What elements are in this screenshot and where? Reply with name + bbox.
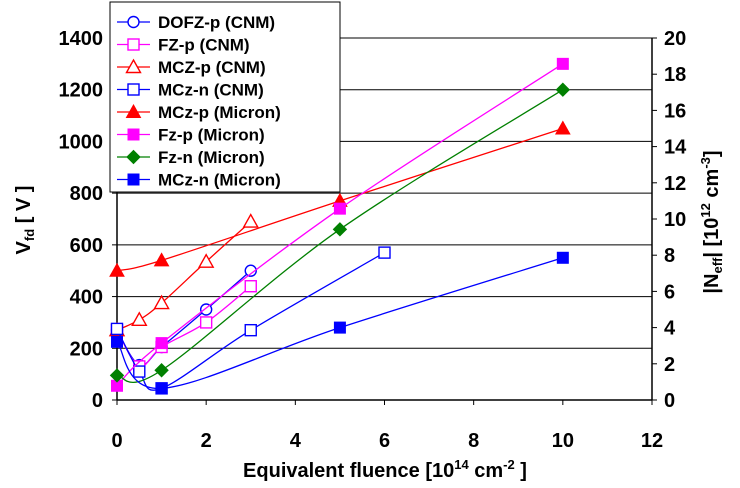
data-point bbox=[153, 252, 170, 267]
y2-tick-label: 8 bbox=[664, 245, 675, 267]
legend-label: MCz-n (Micron) bbox=[158, 171, 281, 190]
data-point bbox=[154, 363, 169, 378]
y-tick-label: 1000 bbox=[59, 131, 104, 153]
legend-label: DOFZ-p (CNM) bbox=[158, 13, 275, 32]
legend-marker bbox=[127, 15, 140, 29]
y2-tick-label: 16 bbox=[664, 100, 686, 122]
series-6 bbox=[109, 82, 571, 383]
y2-tick-label: 6 bbox=[664, 281, 675, 303]
legend-marker bbox=[127, 173, 140, 186]
legend-label: Fz-n (Micron) bbox=[158, 148, 265, 167]
y2-axis-title: |Neff| [1012 cm-3] bbox=[698, 150, 725, 293]
data-point bbox=[109, 262, 125, 277]
x-tick-label: 4 bbox=[290, 430, 302, 452]
data-point bbox=[333, 202, 346, 215]
series-5 bbox=[111, 57, 569, 392]
data-point bbox=[111, 335, 123, 348]
data-point bbox=[110, 322, 124, 336]
data-point bbox=[155, 337, 168, 350]
data-point bbox=[332, 222, 348, 237]
y2-tick-label: 4 bbox=[664, 318, 676, 340]
y2-tick-label: 2 bbox=[664, 354, 675, 376]
data-point bbox=[378, 246, 391, 259]
data-point bbox=[244, 323, 257, 337]
legend-marker bbox=[126, 149, 141, 165]
data-point bbox=[109, 368, 125, 383]
data-point bbox=[131, 311, 148, 327]
y2-tick-label: 0 bbox=[664, 390, 675, 412]
data-point bbox=[133, 365, 146, 378]
data-point bbox=[199, 303, 213, 316]
y-tick-label: 200 bbox=[70, 338, 103, 360]
data-point bbox=[554, 120, 571, 135]
series-layer bbox=[108, 57, 571, 395]
y2-tick-label: 10 bbox=[664, 209, 686, 231]
x-axis-title: Equivalent fluence [1014 cm-2 ] bbox=[243, 457, 527, 482]
data-point bbox=[155, 382, 168, 395]
y-tick-label: 600 bbox=[70, 235, 103, 257]
y2-tick-label: 20 bbox=[664, 28, 686, 50]
data-point bbox=[556, 57, 569, 70]
y-tick-label: 800 bbox=[70, 183, 103, 205]
series-line bbox=[116, 89, 564, 383]
legend-marker bbox=[125, 58, 142, 74]
x-tick-label: 12 bbox=[641, 430, 663, 452]
y-axis-title: Vfd [ V ] bbox=[13, 186, 37, 255]
series-7 bbox=[111, 251, 569, 395]
y-tick-label: 400 bbox=[70, 287, 103, 309]
y2-tick-label: 14 bbox=[664, 137, 687, 159]
data-point bbox=[197, 253, 215, 268]
data-point bbox=[242, 213, 259, 228]
series-line bbox=[116, 257, 564, 390]
legend-marker bbox=[125, 103, 142, 118]
x-tick-label: 2 bbox=[201, 430, 212, 452]
data-point bbox=[555, 82, 571, 97]
y-tick-label: 1400 bbox=[59, 28, 104, 50]
series-line bbox=[116, 127, 564, 272]
x-tick-label: 10 bbox=[552, 430, 574, 452]
legend: DOFZ-p (CNM) FZ-p (CNM) MCZ-p (CNM) MCz-n (… bbox=[109, 1, 341, 193]
data-point bbox=[556, 251, 569, 264]
y-tick-label: 1200 bbox=[59, 80, 104, 102]
x-tick-label: 6 bbox=[379, 430, 390, 452]
data-point bbox=[244, 280, 257, 293]
data-point bbox=[199, 316, 213, 329]
series-line bbox=[116, 63, 564, 387]
legend-label: MCz-n (CNM) bbox=[158, 81, 264, 100]
data-point bbox=[333, 321, 346, 334]
legend-marker bbox=[127, 83, 140, 96]
legend-marker bbox=[127, 128, 140, 141]
x-tick-label: 8 bbox=[468, 430, 479, 452]
legend-label: MCZ-p (CNM) bbox=[158, 58, 266, 77]
tick-labels: 0200400600800100012001400024681012141618… bbox=[59, 28, 688, 452]
legend-label: MCz-p (Micron) bbox=[158, 103, 281, 122]
legend-label: Fz-p (Micron) bbox=[158, 126, 265, 145]
y2-tick-label: 18 bbox=[664, 64, 686, 86]
data-point bbox=[153, 294, 170, 310]
y-tick-label: 0 bbox=[92, 390, 103, 412]
x-tick-label: 0 bbox=[111, 430, 122, 452]
y2-tick-label: 12 bbox=[664, 173, 686, 195]
legend-marker bbox=[127, 38, 140, 51]
legend-box bbox=[109, 1, 341, 193]
data-point bbox=[244, 264, 257, 277]
legend-label: FZ-p (CNM) bbox=[158, 36, 250, 55]
